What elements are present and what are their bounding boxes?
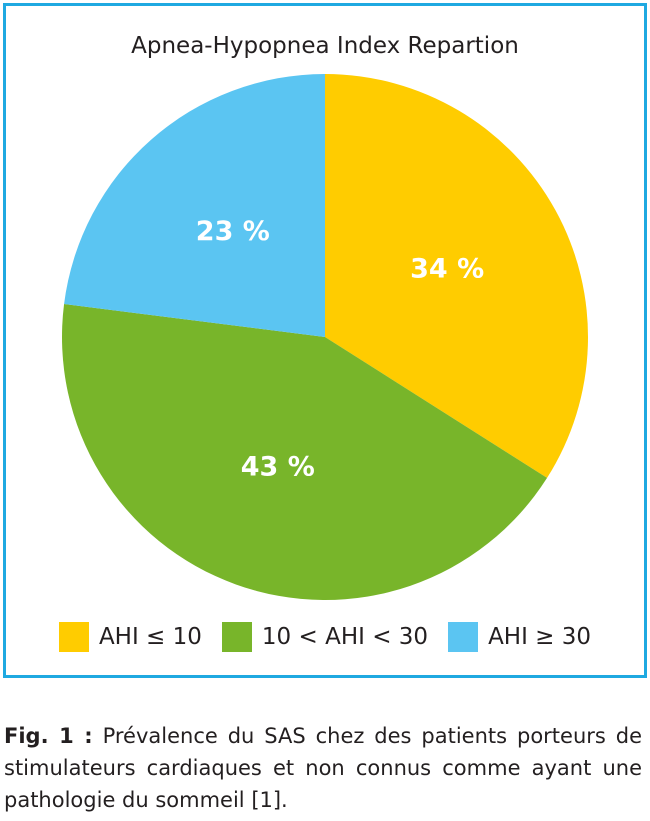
- pie-slice-ahi-10-30: [62, 304, 548, 601]
- legend-swatch: [448, 622, 479, 652]
- legend-swatch: [221, 622, 252, 652]
- slice-value-label: 34 %: [410, 253, 484, 284]
- figure-label: Fig. 1 :: [4, 724, 93, 748]
- legend-item-ahi-10-30: 10 < AHI < 30: [221, 622, 429, 652]
- pie-slice-ahi-ge-30: [64, 74, 325, 337]
- chart-title: Apnea-Hypopnea Index Repartion: [131, 33, 519, 59]
- pie-chart: 34 % 43 % 23 %: [62, 74, 588, 601]
- slice-value-label: 23 %: [196, 216, 270, 247]
- pie-slice-ahi-le-10: [325, 74, 588, 478]
- legend: AHI ≤ 10 10 < AHI < 30 AHI ≥ 30: [0, 622, 650, 652]
- legend-item-ahi-ge-30: AHI ≥ 30: [448, 622, 591, 652]
- caption-text: Prévalence du SAS chez des patients port…: [4, 724, 643, 812]
- legend-label: 10 < AHI < 30: [261, 624, 429, 650]
- pie-slices: [62, 74, 588, 601]
- legend-label: AHI ≥ 30: [488, 624, 592, 650]
- legend-item-ahi-le-10: AHI ≤ 10: [58, 622, 202, 652]
- slice-value-label: 43 %: [241, 452, 315, 483]
- legend-swatch: [58, 622, 89, 652]
- legend-label: AHI ≤ 10: [98, 624, 202, 650]
- figure-frame: [3, 3, 647, 678]
- pie-value-labels: 34 % 43 % 23 %: [196, 216, 484, 483]
- figure-caption: Fig. 1 : Prévalence du SAS chez des pati…: [4, 720, 642, 816]
